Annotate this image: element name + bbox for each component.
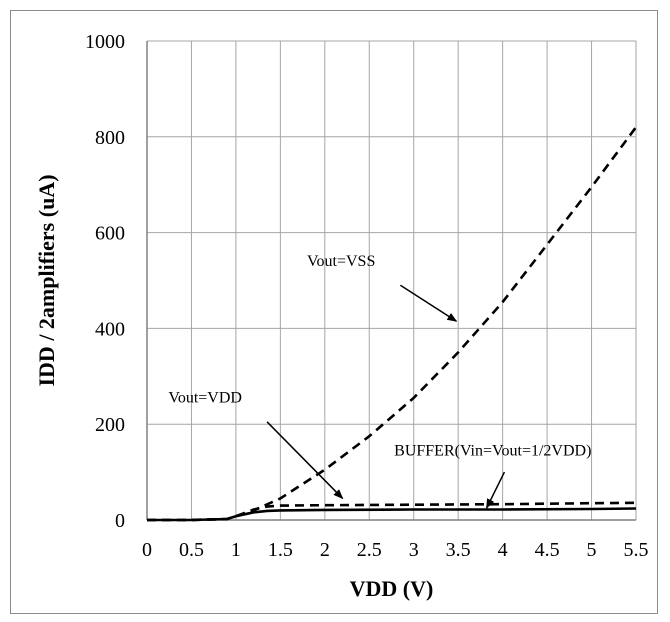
x-tick-label: 1	[231, 539, 241, 561]
y-tick-label: 400	[95, 318, 125, 340]
x-tick-label: 0	[142, 539, 152, 561]
x-axis-title: VDD (V)	[350, 576, 434, 601]
x-tick-label: 0.5	[179, 539, 204, 561]
y-axis-title: IDD / 2amplifiers (uA)	[34, 174, 59, 386]
annotations: Vout=VSS Vout=VDD BUFFER(Vin=Vout=1/2VDD)	[168, 253, 591, 509]
annotation-label: Vout=VDD	[168, 390, 242, 407]
x-tick-label: 4	[498, 539, 508, 561]
y-tick-label: 200	[95, 414, 125, 436]
series-line-0	[147, 126, 638, 522]
annotation-arrow	[399, 284, 458, 322]
x-tick-label: 5.5	[624, 539, 649, 561]
annotation-arrow	[266, 421, 344, 500]
x-tick-label: 2.5	[357, 539, 382, 561]
y-tick-label: 800	[95, 127, 125, 149]
series-line-2	[147, 507, 637, 522]
x-tick-label: 2	[320, 539, 330, 561]
x-tick-label: 3.5	[446, 539, 471, 561]
x-tick-label: 1.5	[268, 539, 293, 561]
x-tick-label: 5	[587, 539, 597, 561]
y-tick-label: 0	[115, 510, 125, 532]
grid	[146, 40, 637, 521]
series-layer	[147, 126, 638, 522]
annotation-label: Vout=VSS	[307, 253, 375, 270]
tick-labels: 0 0.5 1 1.5 2 2.5 3 3.5 4 4.5 5 5.5 0 200 400 600 800 100…	[85, 31, 649, 561]
y-tick-label: 1000	[85, 31, 125, 53]
y-tick-label: 600	[95, 223, 125, 245]
annotation-label: BUFFER(Vin=Vout=1/2VDD)	[394, 442, 591, 459]
annotation-arrow	[485, 471, 506, 509]
x-tick-label: 3	[409, 539, 419, 561]
x-tick-label: 4.5	[535, 539, 560, 561]
series-line-1	[147, 501, 637, 522]
chart-frame	[10, 10, 658, 614]
